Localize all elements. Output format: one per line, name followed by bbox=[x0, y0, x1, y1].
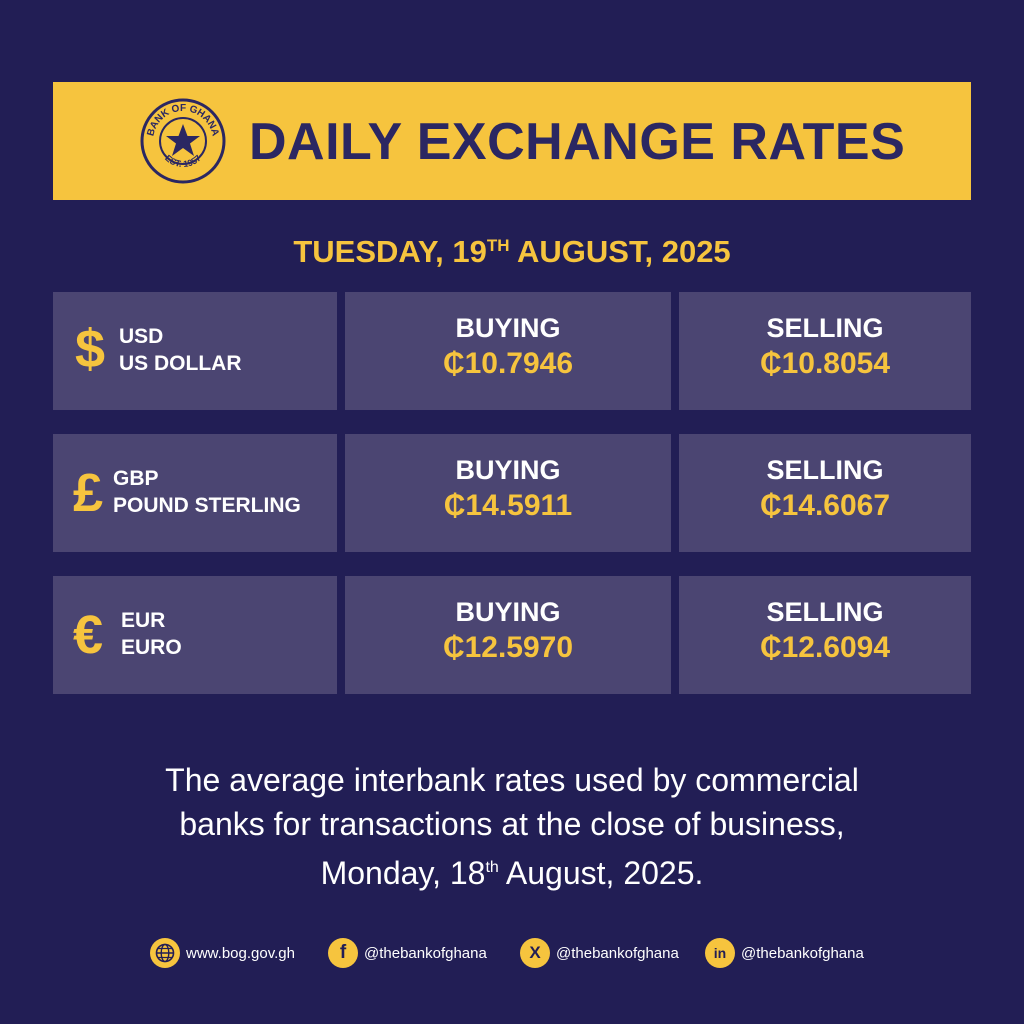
dollar-icon: $ bbox=[75, 319, 106, 379]
date-day: TUESDAY, 19 bbox=[293, 234, 487, 269]
currency-box-eur: € EUR EURO bbox=[53, 576, 337, 694]
globe-icon bbox=[150, 938, 180, 968]
selling-box-usd: SELLING ₵10.8054 bbox=[679, 292, 971, 410]
seal-bottom-text: EST. 1957 bbox=[163, 153, 203, 169]
x-link[interactable]: X @thebankofghana bbox=[520, 936, 679, 970]
facebook-label: @thebankofghana bbox=[364, 944, 487, 962]
currency-box-gbp: £ GBP POUND STERLING bbox=[53, 434, 337, 552]
selling-box-gbp: SELLING ₵14.6067 bbox=[679, 434, 971, 552]
selling-rate: ₵12.6094 bbox=[759, 631, 891, 664]
note-line-3-pre: Monday, 18 bbox=[320, 855, 486, 891]
selling-box-eur: SELLING ₵12.6094 bbox=[679, 576, 971, 694]
euro-icon: € bbox=[73, 605, 104, 665]
date-month-year: AUGUST, 2025 bbox=[517, 234, 731, 269]
selling-label: SELLING bbox=[766, 313, 884, 343]
social-footer: www.bog.gov.gh f @thebankofghana X @theb… bbox=[0, 936, 1024, 970]
note-line-2: banks for transactions at the close of b… bbox=[179, 806, 845, 842]
rates-note: The average interbank rates used by comm… bbox=[80, 758, 944, 895]
selling-label: SELLING bbox=[766, 597, 884, 627]
currency-box-usd: $ USD US DOLLAR bbox=[53, 292, 337, 410]
buying-label: BUYING bbox=[455, 455, 561, 485]
selling-label: SELLING bbox=[766, 455, 884, 485]
buying-label: BUYING bbox=[455, 313, 561, 343]
note-line-3: Monday, 18th August, 2025. bbox=[80, 846, 944, 895]
website-label: www.bog.gov.gh bbox=[186, 944, 295, 962]
currency-name: EURO bbox=[121, 636, 182, 659]
date-suffix: TH bbox=[486, 236, 510, 255]
bank-of-ghana-seal: BANK OF GHANA EST. 1957 bbox=[140, 98, 226, 184]
currency-code: GBP bbox=[113, 467, 159, 490]
buying-label: BUYING bbox=[455, 597, 561, 627]
note-line-3-sup: th bbox=[485, 859, 499, 876]
currency-code: EUR bbox=[121, 609, 166, 632]
linkedin-link[interactable]: in @thebankofghana bbox=[705, 936, 864, 970]
page-title: DAILY EXCHANGE RATES bbox=[249, 113, 906, 171]
currency-name: US DOLLAR bbox=[119, 352, 242, 375]
buying-rate: ₵14.5911 bbox=[443, 489, 573, 522]
note-line-3-post: August, 2025. bbox=[498, 855, 704, 891]
note-line-1: The average interbank rates used by comm… bbox=[165, 762, 859, 798]
currency-name: POUND STERLING bbox=[113, 494, 301, 517]
buying-box-gbp: BUYING ₵14.5911 bbox=[345, 434, 671, 552]
facebook-link[interactable]: f @thebankofghana bbox=[328, 936, 487, 970]
linkedin-icon: in bbox=[705, 938, 735, 968]
buying-box-eur: BUYING ₵12.5970 bbox=[345, 576, 671, 694]
buying-box-usd: BUYING ₵10.7946 bbox=[345, 292, 671, 410]
buying-rate: ₵10.7946 bbox=[442, 347, 574, 380]
buying-rate: ₵12.5970 bbox=[442, 631, 574, 664]
website-link[interactable]: www.bog.gov.gh bbox=[150, 936, 295, 970]
svg-text:EST. 1957: EST. 1957 bbox=[163, 153, 203, 169]
selling-rate: ₵14.6067 bbox=[759, 489, 891, 522]
date-line: TUESDAY, 19TH AUGUST, 2025 bbox=[0, 224, 1024, 274]
x-icon: X bbox=[520, 938, 550, 968]
pound-icon: £ bbox=[73, 463, 104, 523]
selling-rate: ₵10.8054 bbox=[759, 347, 891, 380]
currency-code: USD bbox=[119, 325, 164, 348]
x-label: @thebankofghana bbox=[556, 944, 679, 962]
facebook-icon: f bbox=[328, 938, 358, 968]
title-banner: BANK OF GHANA EST. 1957 DAILY EXCHANGE R… bbox=[53, 82, 971, 200]
linkedin-label: @thebankofghana bbox=[741, 944, 864, 962]
star-icon bbox=[166, 124, 200, 156]
